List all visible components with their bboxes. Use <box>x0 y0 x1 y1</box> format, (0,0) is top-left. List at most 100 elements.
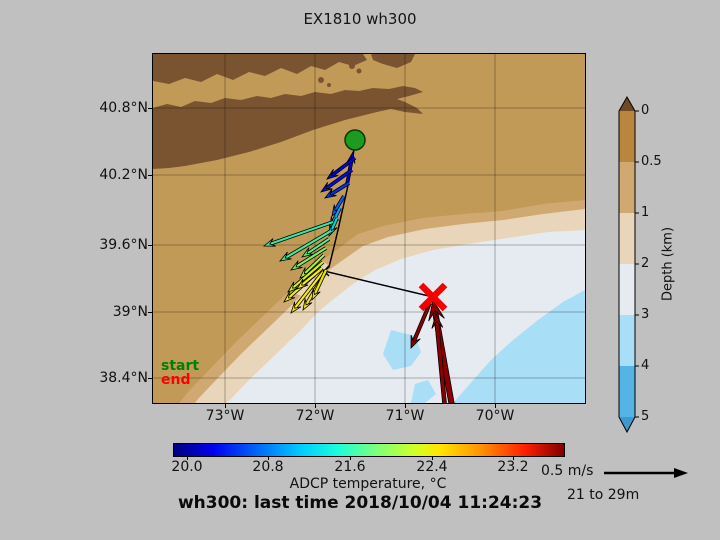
temp-tick-label: 20.0 <box>171 459 203 475</box>
depth-segment <box>619 366 635 417</box>
vector-head <box>410 334 421 349</box>
lon-tick-mark <box>494 404 496 408</box>
depth-segment <box>619 111 635 162</box>
temp-tick-mark <box>349 456 351 460</box>
depth-segment <box>619 162 635 213</box>
small-island-1 <box>349 63 355 69</box>
depth-segment <box>619 213 635 264</box>
coastal-land-patch <box>371 54 415 68</box>
lon-tick-label: 71°W <box>385 408 425 424</box>
vector-head <box>290 260 303 271</box>
vector-shaft <box>284 230 332 259</box>
vector-shaft <box>313 269 327 295</box>
temperature-colorbar <box>173 443 565 457</box>
vector-shaft <box>435 321 447 403</box>
small-island-2 <box>356 68 362 74</box>
lat-tick-label: 39.6°N <box>99 237 148 253</box>
lat-tick-mark <box>148 311 152 313</box>
small-island-3 <box>318 77 324 83</box>
vector-shaft <box>325 169 353 190</box>
lat-tick-label: 39°N <box>112 304 148 320</box>
depth-tick-label: 3 <box>641 307 650 322</box>
depth-tick-label: 4 <box>641 358 650 373</box>
vector-head <box>283 291 296 303</box>
lat-tick-mark <box>148 244 152 246</box>
figure-title: EX1810 wh300 <box>303 10 417 28</box>
depth-tick-label: 2 <box>641 256 650 271</box>
velocity-scale-label: 0.5 m/s <box>541 463 594 479</box>
lon-tick-mark <box>314 404 316 408</box>
temperature-colorbar-label: ADCP temperature, °C <box>289 476 447 492</box>
lat-tick-mark <box>148 377 152 379</box>
depth-tick-label: 5 <box>641 409 650 424</box>
deep-band-3-4km <box>453 290 585 403</box>
velocity-scale-arrow <box>604 468 688 478</box>
depth-segment <box>619 315 635 366</box>
temp-tick-mark <box>512 456 514 460</box>
vector-shaft <box>300 269 321 286</box>
temp-tick-mark <box>431 456 433 460</box>
vector-shaft <box>330 217 339 231</box>
vector-head <box>324 188 337 199</box>
connecticut-land <box>153 54 367 84</box>
start-label: start <box>161 358 200 374</box>
current-vectors <box>262 150 455 403</box>
small-island-4 <box>327 83 331 87</box>
map-canvas <box>153 54 585 403</box>
temp-tick-mark <box>267 456 269 460</box>
status-text: wh300: last time 2018/10/04 11:24:23 <box>177 493 543 513</box>
vector-head <box>278 251 292 262</box>
lon-tick-label: 70°W <box>475 408 515 424</box>
temp-tick-label: 21.6 <box>334 459 366 475</box>
vector-shaft <box>295 247 327 268</box>
temp-tick-label: 20.8 <box>252 459 284 475</box>
lon-tick-mark <box>404 404 406 408</box>
deep-patch-2 <box>411 380 436 403</box>
vector-shaft <box>306 238 330 255</box>
start-marker <box>344 129 366 151</box>
vector-head <box>326 168 339 180</box>
temp-tick-label: 23.2 <box>497 459 529 475</box>
vector-head <box>287 281 300 293</box>
temp-tick-label: 22.4 <box>416 459 448 475</box>
vector-head <box>428 298 445 322</box>
depth-cb-bottom-arrow <box>619 417 635 432</box>
map-plot: start end <box>153 54 585 403</box>
vector-head <box>290 301 302 314</box>
vector-shaft <box>293 271 324 309</box>
vector-head <box>262 238 276 247</box>
vector-head <box>320 182 333 193</box>
long-island <box>153 86 423 169</box>
lon-tick-label: 72°W <box>295 408 335 424</box>
vector-head <box>301 247 314 258</box>
lat-tick-mark <box>148 107 152 109</box>
lon-tick-label: 73°W <box>205 408 245 424</box>
vector-shaft <box>269 220 334 246</box>
lat-tick-label: 40.2°N <box>99 167 148 183</box>
lat-tick-label: 40.8°N <box>99 100 148 116</box>
vector-shaft <box>291 261 324 289</box>
temp-tick-mark <box>186 456 188 460</box>
vector-head <box>296 278 309 290</box>
vector-shaft <box>303 254 325 275</box>
vector-shaft <box>331 207 341 224</box>
vector-shaft <box>334 195 345 212</box>
end-x-marker <box>418 282 448 312</box>
end-label: end <box>161 372 191 388</box>
vector-head <box>302 298 313 312</box>
depth-segment <box>619 264 635 315</box>
vector-head <box>431 312 444 329</box>
depth-tick-label: 0.5 <box>641 154 662 169</box>
lat-tick-label: 38.4°N <box>99 370 148 386</box>
depth-tick-label: 0 <box>641 103 650 118</box>
lon-tick-mark <box>224 404 226 408</box>
end-x-stroke <box>418 282 448 312</box>
depth-range-label: 21 to 29m <box>567 487 640 503</box>
depth-tick-label: 1 <box>641 205 650 220</box>
lat-tick-mark <box>148 174 152 176</box>
vector-shaft <box>329 182 350 196</box>
depth-colorbar-label: Depth (km) <box>660 226 676 302</box>
depth-colorbar <box>618 95 639 434</box>
depth-cb-top-arrow <box>619 97 635 111</box>
